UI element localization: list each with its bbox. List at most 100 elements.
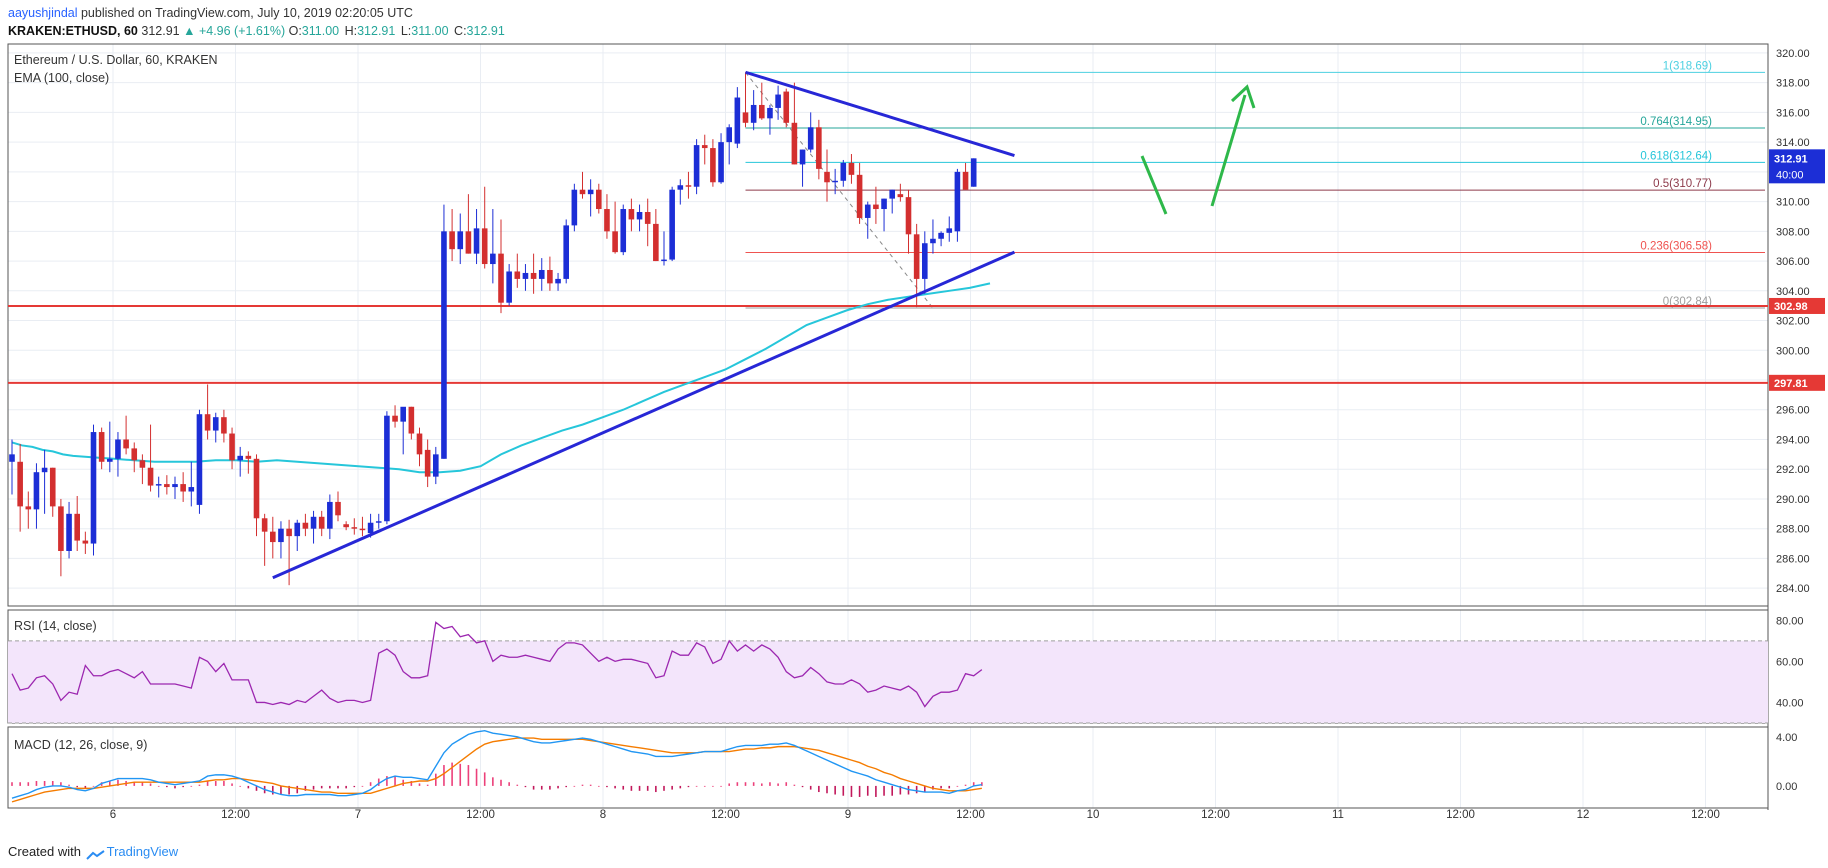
- candle-body: [384, 415, 390, 522]
- rsi-legend: RSI (14, close): [14, 619, 97, 633]
- candle-body: [693, 145, 700, 187]
- candle-body: [351, 527, 358, 529]
- candle-body: [530, 272, 537, 279]
- candle-body: [449, 231, 455, 250]
- macd-histogram-bar: [557, 785, 559, 789]
- candle-body: [318, 516, 325, 529]
- time-tick-label: 12:00: [1691, 809, 1720, 821]
- time-tick-label: 12:00: [711, 809, 740, 821]
- macd-histogram-bar: [43, 781, 46, 786]
- candle-body: [579, 189, 586, 195]
- candle-body: [889, 189, 895, 199]
- candle-body: [604, 209, 610, 232]
- candle-body: [302, 522, 309, 529]
- candle-body: [131, 448, 138, 461]
- axes: 6 12:00 7 12:00 8 12:00 9 12:00 10 12:00 11 12:00 12…: [110, 48, 1810, 821]
- candle-body: [571, 189, 578, 226]
- macd-histogram-bar: [353, 785, 356, 788]
- macd-histogram-bar: [981, 782, 983, 786]
- macd-histogram-bar: [288, 785, 290, 795]
- macd-histogram-bar: [573, 785, 576, 787]
- macd-histogram-bar: [11, 782, 13, 786]
- time-tick-label: 9: [845, 809, 851, 821]
- tradingview-logo-icon: [85, 848, 106, 860]
- tradingview-brand[interactable]: TradingView: [106, 844, 179, 859]
- candle-body: [196, 414, 203, 505]
- macd-histogram-bar: [671, 785, 673, 790]
- macd-histogram-bar: [206, 781, 209, 786]
- candle-body: [620, 209, 627, 253]
- support-lines[interactable]: [8, 304, 1768, 384]
- fib-level-label: 0.236(306.58): [1640, 240, 1712, 252]
- macd-histogram-bar: [109, 781, 111, 786]
- macd-histogram-bar: [51, 781, 54, 786]
- ema-legend: EMA (100, close): [14, 71, 109, 85]
- macd-histogram-bar: [540, 785, 543, 790]
- macd-histogram-bar: [443, 765, 445, 786]
- macd-histogram-bar: [418, 783, 421, 786]
- fib-level-label: 1(318.69): [1663, 60, 1712, 72]
- macd-histogram-bar: [850, 785, 853, 797]
- macd-histogram-bar: [883, 785, 885, 796]
- candle-body: [473, 228, 480, 254]
- candle-body: [123, 439, 129, 449]
- candle-body: [791, 122, 798, 165]
- high-value: 312.91: [357, 24, 396, 38]
- macd-histogram-bar: [606, 785, 608, 788]
- price-tick-label: 318.00: [1776, 78, 1810, 90]
- candle-body: [587, 189, 594, 195]
- candle-body: [204, 414, 211, 431]
- macd-histogram-bar: [866, 785, 869, 796]
- candle-body: [881, 198, 887, 210]
- candle-body: [864, 204, 871, 218]
- candle-body: [457, 231, 464, 250]
- candle-body: [807, 127, 814, 150]
- candle-body: [775, 94, 781, 108]
- macd-histogram-bar: [84, 785, 87, 789]
- price-pane-title: Ethereum / U.S. Dollar, 60, KRAKEN: [14, 53, 218, 67]
- trend-lines[interactable]: [272, 70, 1016, 580]
- ema100-line: [11, 282, 991, 474]
- macd-histogram-bar: [410, 781, 413, 786]
- candle-body: [375, 521, 382, 523]
- macd-histogram-bar: [891, 785, 893, 796]
- fibonacci-retracement[interactable]: 1(318.69) 0.764(314.95) 0.618(312.64) 0.5(3…: [745, 60, 1766, 309]
- candle-body: [286, 528, 292, 537]
- macd-histogram-bar: [549, 785, 551, 790]
- macd-histogram-bar: [695, 785, 698, 787]
- macd-histogram-bar: [492, 777, 494, 786]
- candle-body: [954, 171, 961, 232]
- candle-body: [636, 212, 643, 220]
- publish-line: aayushjindal published on TradingView.co…: [8, 4, 507, 22]
- macd-histogram-bar: [141, 782, 144, 786]
- candle-body: [701, 145, 708, 149]
- macd-histogram-bar: [598, 785, 600, 787]
- macd-histogram-bar: [223, 781, 225, 786]
- macd-histogram-bar: [426, 784, 429, 786]
- candle-body: [596, 189, 602, 210]
- candle-body: [897, 194, 904, 198]
- candle-body: [506, 271, 512, 303]
- candle-body: [734, 97, 741, 144]
- candle-body: [82, 540, 89, 544]
- macd-histogram-bar: [858, 785, 861, 797]
- rsi-line: [11, 621, 983, 708]
- price-tick-label: 310.00: [1776, 197, 1810, 209]
- author-link[interactable]: aayushjindal: [8, 6, 78, 20]
- candle-body: [261, 518, 268, 532]
- macd-histogram-bar: [581, 784, 584, 786]
- macd-histogram-bar: [728, 783, 730, 786]
- candle-body: [98, 432, 105, 462]
- macd-histogram-bar: [190, 785, 193, 787]
- ohlc-line: KRAKEN:ETHUSD, 60 312.91 ▲ +4.96 (+1.61%…: [8, 22, 507, 40]
- support-2-badge: 297.81: [1774, 378, 1808, 390]
- macd-histogram-bar: [736, 782, 739, 786]
- forecast-arrows[interactable]: [1140, 84, 1256, 215]
- time-tick-label: 8: [600, 809, 606, 821]
- macd-histogram-bar: [60, 782, 62, 786]
- candle-body: [816, 127, 822, 169]
- macd-histogram-bar: [386, 776, 388, 786]
- macd-histogram-bar: [182, 785, 184, 788]
- macd-histogram-bar: [785, 782, 788, 786]
